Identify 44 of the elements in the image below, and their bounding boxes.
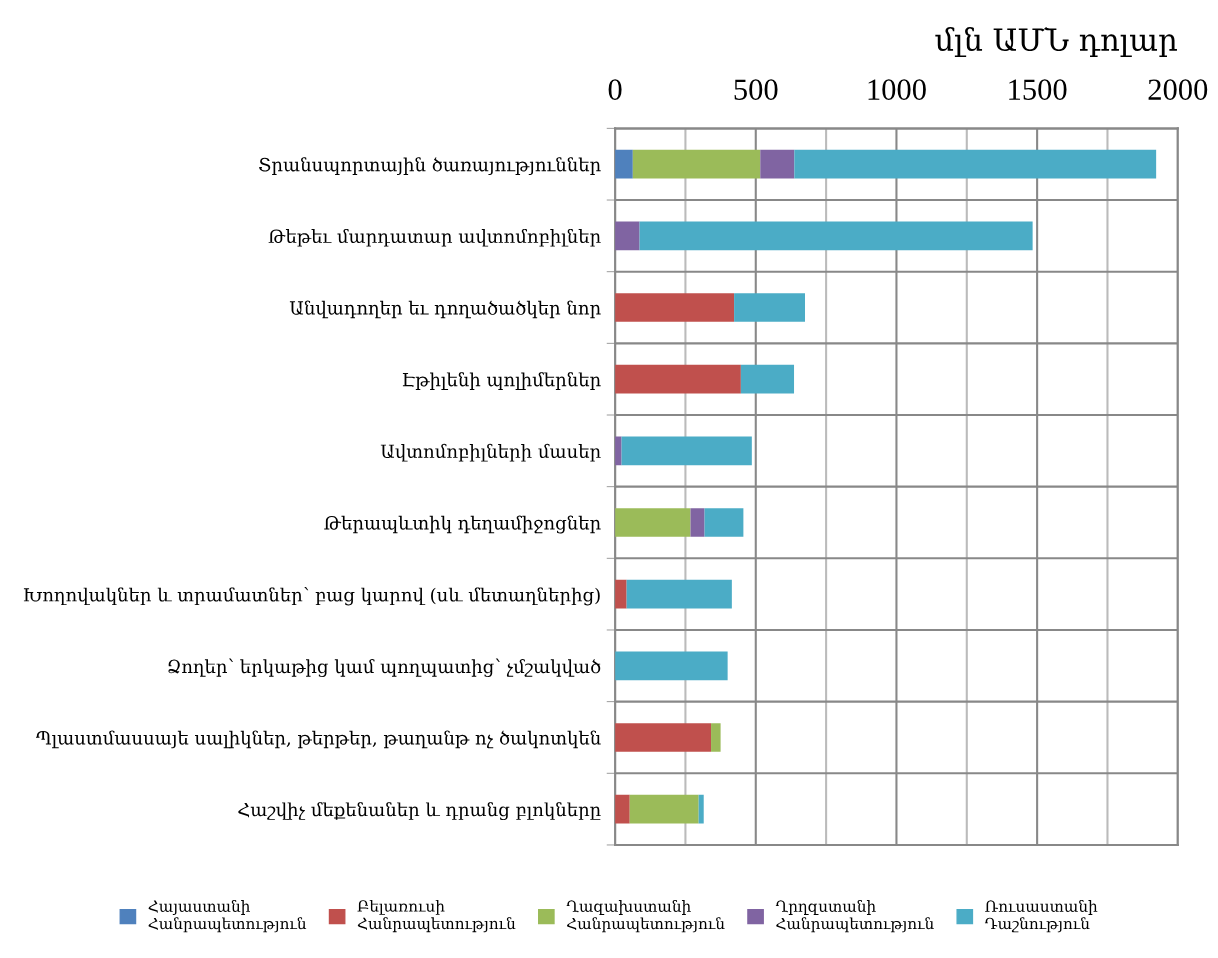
legend-label: Ղրղզստանի Հանրապետություն bbox=[775, 899, 934, 933]
bar bbox=[615, 436, 622, 466]
y-tick-label: Հաշվիչ մեքենաներ և դրանց բլոկները bbox=[238, 802, 601, 821]
bar bbox=[704, 508, 744, 537]
y-tick-label: Պլաստմասսայե սալիկներ, թերթեր, թաղանթ ոչ ծակոտկեն bbox=[36, 730, 601, 749]
bar bbox=[760, 149, 795, 179]
bar bbox=[711, 723, 721, 752]
x-tick-label: 1000 bbox=[868, 79, 926, 100]
legend-label: Բելառուսի Հանրապետություն bbox=[357, 900, 516, 933]
legend-label: Ռուսաստանի Դաշնություն bbox=[984, 899, 1098, 933]
y-tick-label: Թեթեւ մարդատար ավտոմոբիլներ bbox=[268, 228, 601, 247]
bar bbox=[615, 579, 627, 609]
bar bbox=[698, 794, 704, 824]
bar bbox=[639, 221, 1033, 251]
bar bbox=[615, 651, 728, 681]
bar bbox=[615, 149, 633, 179]
bar bbox=[615, 723, 712, 752]
bar bbox=[615, 794, 630, 824]
bar bbox=[626, 579, 732, 609]
bar bbox=[632, 149, 761, 179]
bar bbox=[615, 221, 640, 251]
x-tick-label: 0 bbox=[608, 79, 622, 100]
x-tick-label: 2000 bbox=[1148, 79, 1208, 100]
y-tick-label: Էթիլենի պոլիմերներ bbox=[402, 372, 601, 390]
y-tick-label: Ավտոմոբիլների մասեր bbox=[380, 443, 601, 462]
y-tick-label: Տրանսպորտային ծառայություններ bbox=[259, 157, 601, 175]
bar bbox=[690, 508, 705, 537]
y-tick-label: Ձողեր՝ երկաթից կամ պողպատից՝ չմշակված bbox=[168, 658, 601, 678]
y-tick-label: Խողովակներ և տրամատներ՝ բաց կարով (սև մետաղներից) bbox=[23, 586, 600, 606]
bar bbox=[734, 293, 806, 322]
legend-label: Ղազախստանի Հանրապետություն bbox=[566, 899, 725, 933]
bar bbox=[794, 149, 1157, 179]
bar bbox=[629, 794, 699, 824]
bar bbox=[615, 508, 691, 537]
bar bbox=[740, 364, 795, 394]
bar bbox=[621, 436, 752, 466]
bar bbox=[615, 364, 741, 394]
legend-label: Հայաստանի Հանրապետություն bbox=[148, 899, 307, 933]
y-tick-label: Անվադողեր եւ դողածածկեր նոր bbox=[289, 300, 601, 319]
x-tick-label: 500 bbox=[734, 79, 778, 100]
x-tick-label: 1500 bbox=[1009, 79, 1067, 100]
bar bbox=[615, 293, 735, 322]
y-tick-label: Թերապևտիկ դեղամիջոցներ bbox=[324, 515, 601, 534]
x-axis-title: մլն ԱՄՆ դոլար bbox=[935, 27, 1177, 58]
